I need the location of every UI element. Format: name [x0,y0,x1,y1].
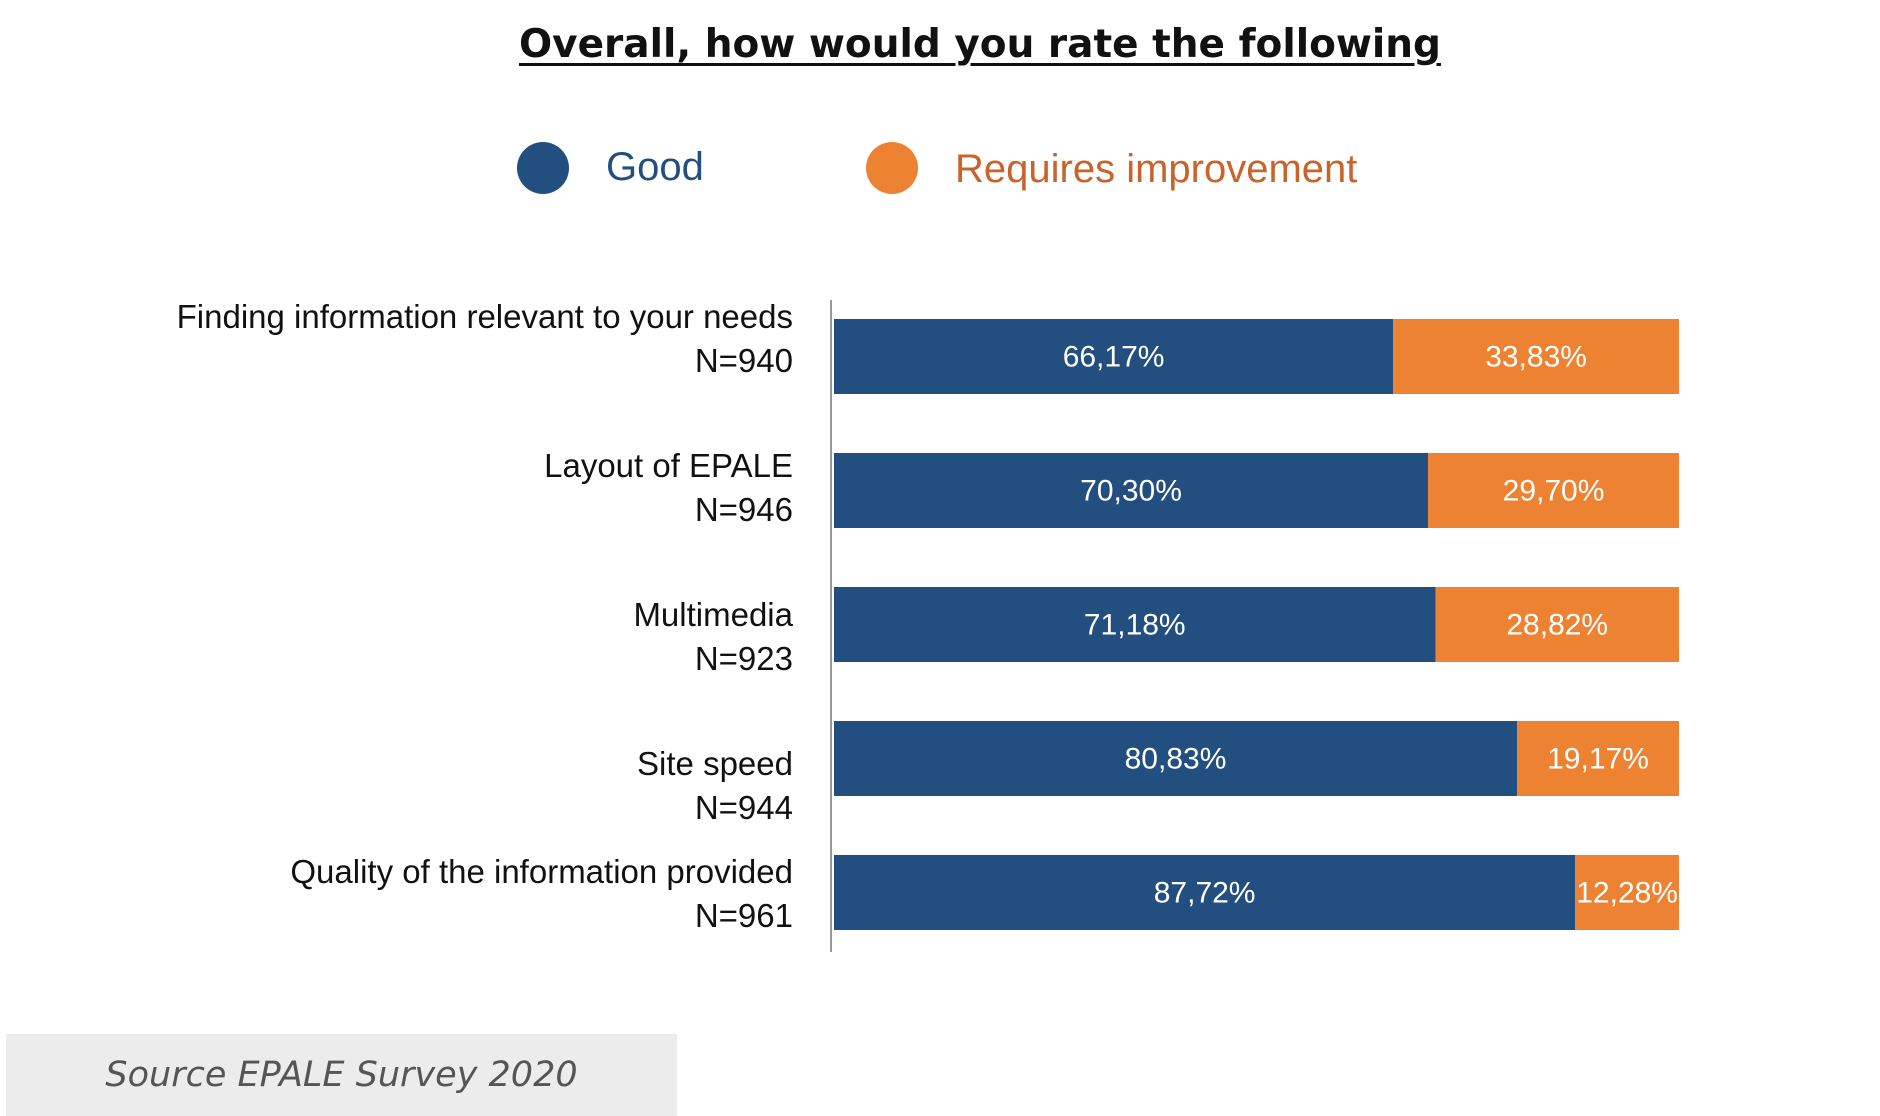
category-label-3: Site speed [637,745,793,782]
category-label-0: Finding information relevant to your nee… [177,298,793,335]
bar-improvement-4 [1575,855,1679,930]
stacked-bar-chart: 66,17% 33,83% Finding information relevant… [177,298,1679,952]
legend-improvement-marker [866,142,918,194]
category-n-2: N=923 [695,640,793,677]
bar-improvement-2 [1435,587,1679,662]
data-label-good-0: 66,17% [1063,341,1165,374]
data-label-improvement-1: 29,70% [1503,475,1605,508]
bar-good-1 [834,453,1429,528]
chart-title: Overall, how would you rate the followin… [519,22,1441,67]
data-label-improvement-3: 19,17% [1547,743,1649,776]
category-n-1: N=946 [695,491,793,528]
bar-good-4 [834,855,1576,930]
category-label-4: Quality of the information provided [290,853,793,890]
legend-good-marker [517,142,569,194]
legend-improvement-label: Requires improvement [955,147,1358,191]
bar-improvement-3 [1517,721,1679,796]
data-label-improvement-4: 12,28% [1576,877,1678,910]
category-label-1: Layout of EPALE [544,447,793,484]
data-label-good-3: 80,83% [1125,743,1227,776]
data-label-good-1: 70,30% [1080,475,1182,508]
category-label-2: Multimedia [633,596,793,633]
bar-good-0 [834,319,1394,394]
legend-good-label: Good [606,145,704,189]
data-label-good-2: 71,18% [1084,609,1186,642]
bar-improvement-0 [1393,319,1679,394]
data-label-improvement-2: 28,82% [1506,609,1608,642]
data-label-good-4: 87,72% [1154,877,1256,910]
category-n-0: N=940 [695,342,793,379]
bar-good-2 [834,587,1436,662]
bar-improvement-1 [1428,453,1679,528]
source-box: Source EPALE Survey 2020 [6,1034,677,1116]
source-text: Source EPALE Survey 2020 [105,1055,578,1095]
category-n-3: N=944 [695,789,793,826]
data-label-improvement-0: 33,83% [1485,341,1587,374]
bar-good-3 [834,721,1518,796]
category-n-4: N=961 [695,897,793,934]
